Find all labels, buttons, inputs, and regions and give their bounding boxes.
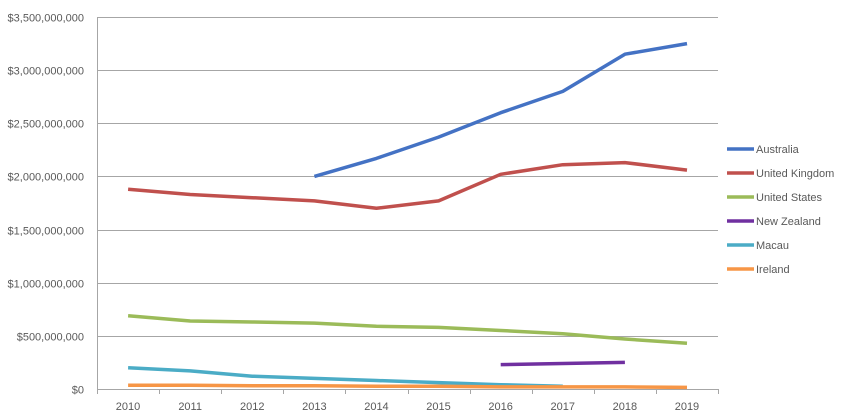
series-line-australia xyxy=(313,41,688,179)
x-tick-label: 2016 xyxy=(488,401,512,413)
x-tick-label: 2019 xyxy=(675,401,699,413)
y-tick-label: $500,000,000 xyxy=(17,332,84,344)
series-line-united-kingdom xyxy=(127,160,688,211)
y-tick-label: $3,000,000,000 xyxy=(8,66,84,78)
x-tick-label: 2015 xyxy=(426,401,450,413)
x-axis-ticks: 2010 2011 2012 2013 2014 2015 2016 2017 2018 2019 xyxy=(97,389,719,413)
y-tick-label: $3,500,000,000 xyxy=(8,13,84,25)
x-tick-label: 2012 xyxy=(240,401,264,413)
gridlines xyxy=(97,17,718,390)
x-tick-label: 2017 xyxy=(551,401,575,413)
series-line-ireland xyxy=(128,383,688,390)
legend-label: New Zealand xyxy=(756,216,821,228)
series-line-macau xyxy=(128,365,563,389)
legend: Australia United Kingdom United States New … xyxy=(727,144,834,276)
legend-label: Ireland xyxy=(756,264,790,276)
y-tick-label: $2,000,000,000 xyxy=(8,172,84,184)
legend-label: United States xyxy=(756,192,823,204)
x-tick-label: 2013 xyxy=(302,401,326,413)
y-axis-ticks: $0 $500,000,000 $1,000,000,000 $1,500,000,0… xyxy=(8,13,84,397)
y-tick-label: $1,000,000,000 xyxy=(8,279,84,291)
series-lines xyxy=(127,41,688,390)
x-tick-label: 2018 xyxy=(613,401,637,413)
x-tick-label: 2011 xyxy=(178,401,202,413)
y-tick-label: $0 xyxy=(72,385,84,397)
x-tick-label: 2010 xyxy=(116,401,140,413)
series-line-united-states xyxy=(127,313,688,346)
y-tick-label: $1,500,000,000 xyxy=(8,226,84,238)
legend-label: Macau xyxy=(756,240,789,252)
series-line-new-zealand xyxy=(500,360,625,367)
legend-label: United Kingdom xyxy=(756,168,834,180)
y-tick-label: $2,500,000,000 xyxy=(8,119,84,131)
legend-label: Australia xyxy=(756,144,800,156)
x-tick-label: 2014 xyxy=(364,401,388,413)
